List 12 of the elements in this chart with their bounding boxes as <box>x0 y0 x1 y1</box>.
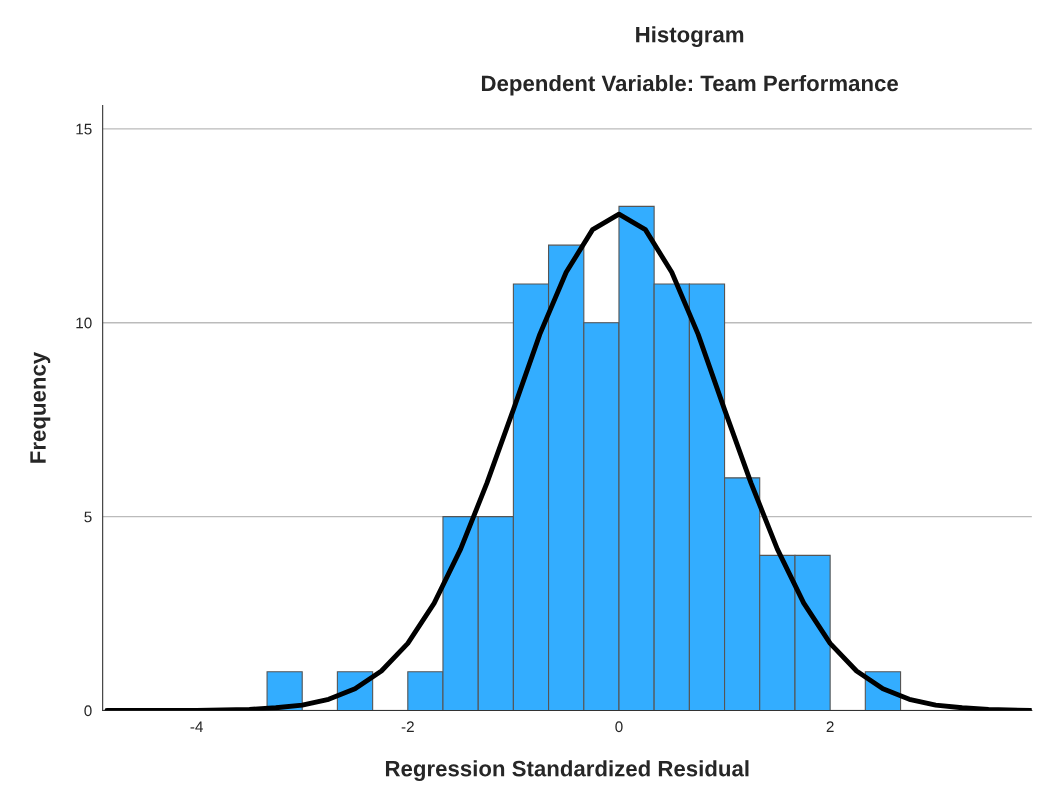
x-tick-label: -2 <box>401 721 414 732</box>
y-tick-label: 5 <box>84 511 92 523</box>
y-tick-label: 0 <box>84 705 92 717</box>
x-tick-label: -4 <box>190 721 203 732</box>
x-axis-title: Regression Standardized Residual <box>385 760 749 781</box>
x-tick-label: 0 <box>615 721 623 733</box>
x-tick-label: 2 <box>826 721 834 732</box>
chart-subtitle: Dependent Variable: Team Performance <box>481 74 898 96</box>
y-axis-title: Frequency <box>30 351 51 463</box>
y-tick-label: 15 <box>76 123 92 135</box>
chart-title: Histogram <box>636 26 744 47</box>
y-tick-label: 10 <box>76 317 92 329</box>
